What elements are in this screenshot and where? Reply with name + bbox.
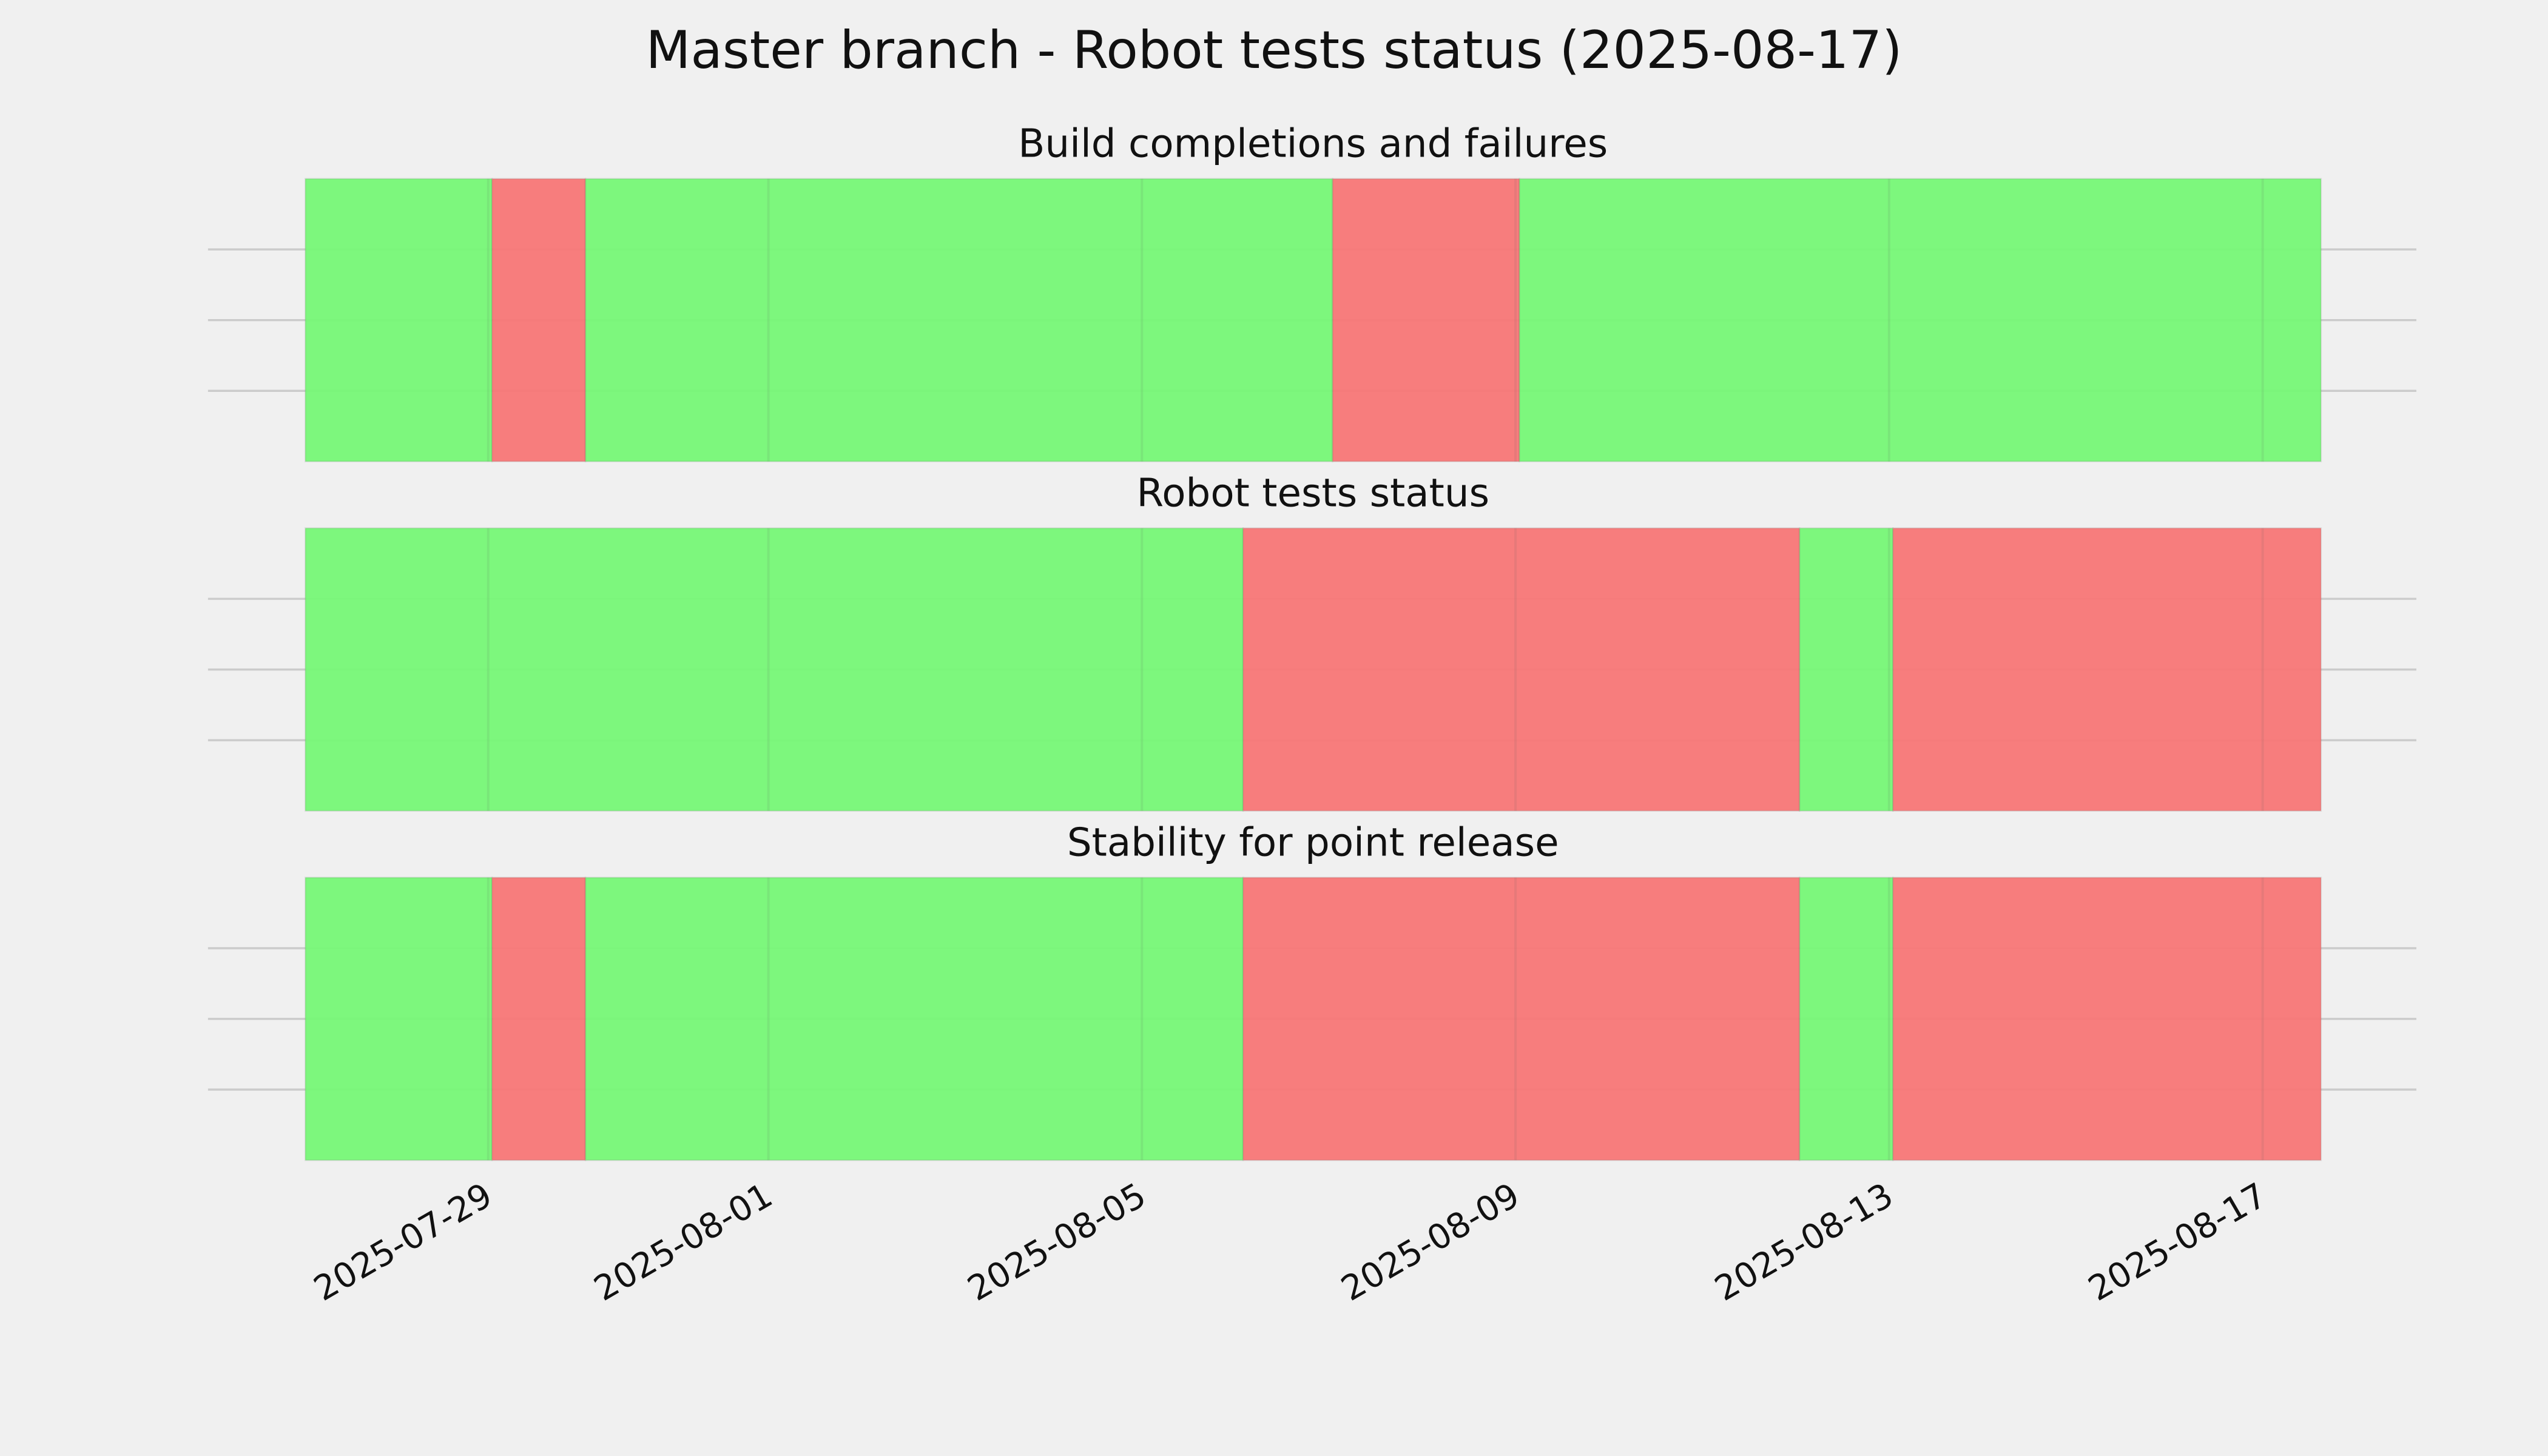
panel-title: Robot tests status bbox=[1136, 471, 1489, 516]
x-tick-label: 2025-08-13 bbox=[1708, 1176, 1900, 1309]
status-segment bbox=[304, 527, 1244, 812]
x-tick-label: 2025-07-29 bbox=[308, 1176, 499, 1309]
x-tick-label: 2025-08-09 bbox=[1335, 1176, 1526, 1309]
status-segment bbox=[491, 178, 587, 463]
status-segment bbox=[491, 877, 587, 1161]
status-segment bbox=[304, 178, 493, 463]
status-segment bbox=[584, 877, 1244, 1161]
panel-title: Stability for point release bbox=[1067, 820, 1559, 865]
status-segment bbox=[1892, 877, 2322, 1161]
status-segment bbox=[1799, 877, 1894, 1161]
status-segment bbox=[304, 877, 493, 1161]
status-segment bbox=[1332, 178, 1520, 463]
status-segment bbox=[1242, 527, 1801, 812]
status-segment bbox=[1799, 527, 1894, 812]
chart-title: Master branch - Robot tests status (2025… bbox=[645, 20, 1902, 81]
x-tick-label: 2025-08-17 bbox=[2082, 1176, 2274, 1309]
x-tick-label: 2025-08-01 bbox=[588, 1176, 780, 1309]
status-segment bbox=[1892, 527, 2322, 812]
status-segment bbox=[1518, 178, 2322, 463]
status-segment bbox=[584, 178, 1333, 463]
status-segment bbox=[1242, 877, 1801, 1161]
x-tick-label: 2025-08-05 bbox=[961, 1176, 1153, 1309]
panel-title: Build completions and failures bbox=[1018, 121, 1608, 167]
